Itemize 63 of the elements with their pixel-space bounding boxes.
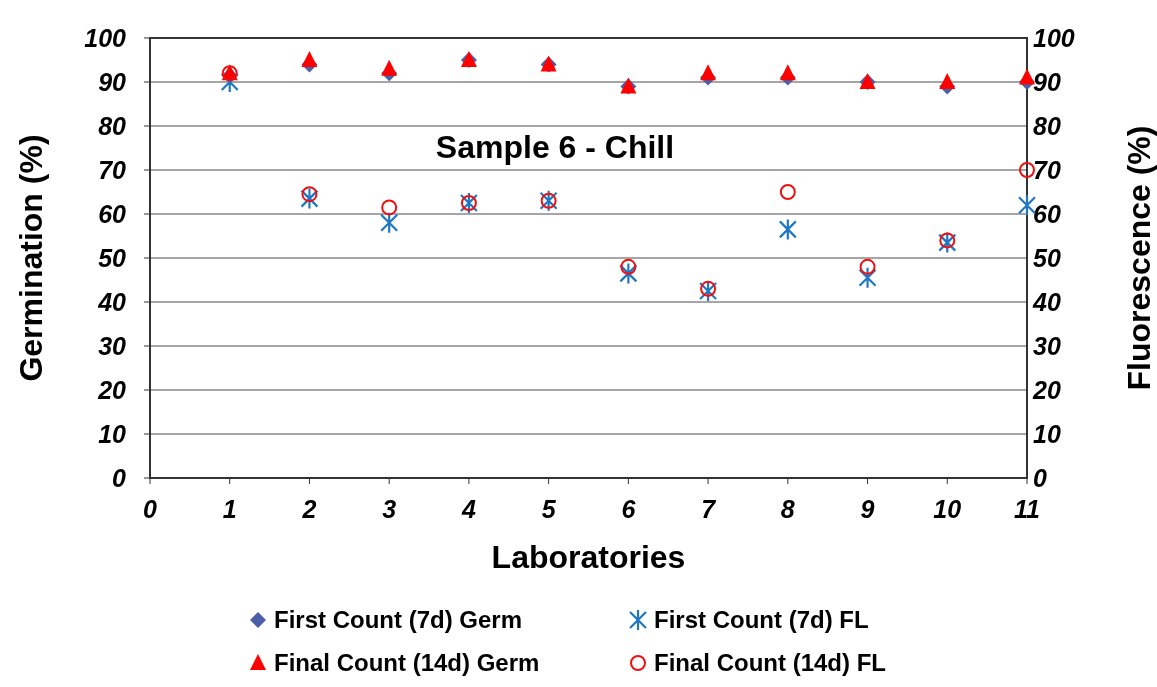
y2-tick-label: 80 <box>1033 111 1061 140</box>
x-tick-label: 5 <box>541 495 557 523</box>
y-axis-title: Germination (%) <box>13 134 49 382</box>
x-tick-label: 11 <box>1014 495 1040 523</box>
y-tick-label: 0 <box>112 463 127 492</box>
point <box>380 211 399 234</box>
point <box>301 186 318 203</box>
y-tick-label: 90 <box>98 67 127 96</box>
y-tick-label: 10 <box>98 419 127 448</box>
y2-tick-label: 60 <box>1033 199 1061 228</box>
y2-tick-label: 40 <box>1032 287 1061 316</box>
point <box>381 59 398 76</box>
y2-tick-label: 20 <box>1032 375 1061 404</box>
y-tick-label: 40 <box>97 287 127 316</box>
x-tick-label: 7 <box>701 495 717 523</box>
point <box>698 279 718 303</box>
x-tick-label: 9 <box>860 495 875 523</box>
y2-tick-label: 10 <box>1033 419 1061 448</box>
legend-label: Final Count (14d) FL <box>654 649 886 677</box>
x-axis-title: Laboratories <box>491 539 686 575</box>
x-tick-label: 1 <box>222 495 237 523</box>
point <box>1019 68 1035 85</box>
point <box>778 218 797 241</box>
point <box>301 51 318 67</box>
x-tick-label: 2 <box>301 495 317 523</box>
x-tick-label: 6 <box>621 495 637 523</box>
point <box>779 184 796 200</box>
text: Sample 6 - Chill <box>435 129 675 165</box>
y-tick-label: 50 <box>98 243 127 272</box>
point <box>381 199 398 216</box>
point <box>938 231 957 254</box>
legend-label: First Count (7d) FL <box>654 606 869 634</box>
y-tick-label: 100 <box>84 23 127 52</box>
y-tick-label: 70 <box>98 155 127 184</box>
y-tick-label: 60 <box>98 199 127 228</box>
y-tick-label: 20 <box>97 375 127 404</box>
point <box>620 258 637 275</box>
x-tick-label: 10 <box>933 495 962 523</box>
y2-tick-label: 100 <box>1033 23 1075 52</box>
x-tick-label: 3 <box>382 495 397 523</box>
x-tick-label: 8 <box>780 495 795 523</box>
point <box>619 262 638 285</box>
y2-tick-label: 30 <box>1033 331 1061 360</box>
y2-tick-label: 70 <box>1033 155 1061 184</box>
y-tick-label: 80 <box>98 111 127 140</box>
point <box>859 258 876 275</box>
point <box>858 266 877 289</box>
point <box>1019 162 1035 178</box>
legend-label: First Count (7d) Germ <box>274 606 523 634</box>
legend-label: Final Count (14d) Germ <box>274 649 540 677</box>
x-tick-label: 4 <box>460 495 476 523</box>
point <box>939 73 956 89</box>
point <box>700 64 717 81</box>
point <box>779 64 796 81</box>
point <box>700 280 717 297</box>
y2-tick-label: 50 <box>1033 243 1061 272</box>
y-tick-label: 30 <box>98 331 127 360</box>
y2-tick-label: 0 <box>1033 463 1047 492</box>
point <box>300 187 319 210</box>
x-tick-label: 0 <box>143 495 158 523</box>
y2-axis-title: Fluorescence (%) <box>1121 125 1157 391</box>
point <box>939 232 956 249</box>
y2-tick-label: 90 <box>1033 67 1061 96</box>
